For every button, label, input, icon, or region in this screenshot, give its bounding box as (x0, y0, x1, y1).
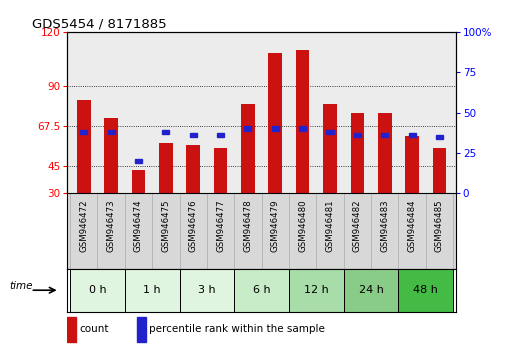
Bar (67, 317, 76, 342)
Text: GSM946480: GSM946480 (298, 199, 307, 252)
Bar (214, 148, 227, 193)
Text: GSM946479: GSM946479 (271, 199, 280, 252)
Text: 48 h: 48 h (413, 285, 438, 295)
Bar (132, 170, 146, 193)
Bar (289, 269, 343, 312)
Bar (234, 269, 289, 312)
Text: GSM946475: GSM946475 (161, 199, 170, 252)
Bar (268, 53, 282, 193)
Bar (104, 118, 118, 193)
Bar (77, 100, 91, 193)
Bar (354, 133, 361, 137)
Text: 3 h: 3 h (198, 285, 215, 295)
Bar (137, 317, 146, 342)
Bar (70, 269, 125, 312)
Text: GSM946478: GSM946478 (243, 199, 252, 252)
Text: GDS5454 / 8171885: GDS5454 / 8171885 (33, 18, 167, 31)
Bar (190, 133, 197, 137)
Bar (125, 269, 180, 312)
Bar (217, 133, 224, 137)
Bar (433, 148, 447, 193)
Text: GSM946477: GSM946477 (216, 199, 225, 252)
Text: GSM946481: GSM946481 (325, 199, 335, 252)
Bar (398, 269, 453, 312)
Bar (381, 133, 388, 137)
Text: time: time (9, 281, 33, 291)
Text: GSM946483: GSM946483 (380, 199, 389, 252)
Bar (405, 136, 419, 193)
Bar (323, 104, 337, 193)
Bar (108, 130, 114, 134)
Text: 24 h: 24 h (358, 285, 383, 295)
Bar (436, 135, 443, 139)
Bar (378, 113, 392, 193)
Text: GSM946485: GSM946485 (435, 199, 444, 252)
Text: 1 h: 1 h (143, 285, 161, 295)
Bar (159, 143, 172, 193)
Bar (186, 145, 200, 193)
Bar (326, 130, 334, 134)
Text: GSM946473: GSM946473 (107, 199, 116, 252)
Text: 6 h: 6 h (253, 285, 270, 295)
Text: GSM946474: GSM946474 (134, 199, 143, 252)
Bar (272, 126, 279, 131)
Text: percentile rank within the sample: percentile rank within the sample (149, 324, 325, 334)
Text: GSM946482: GSM946482 (353, 199, 362, 252)
Bar (80, 130, 88, 134)
Text: GSM946476: GSM946476 (189, 199, 198, 252)
Bar (351, 113, 364, 193)
Text: 12 h: 12 h (304, 285, 329, 295)
Bar (135, 159, 142, 163)
Text: 0 h: 0 h (89, 285, 106, 295)
Text: GSM946484: GSM946484 (408, 199, 416, 252)
Bar (299, 126, 306, 131)
Bar (180, 269, 234, 312)
Bar (241, 104, 255, 193)
Bar (409, 133, 415, 137)
Bar (244, 126, 251, 131)
Bar (296, 50, 309, 193)
Bar (343, 269, 398, 312)
Text: GSM946472: GSM946472 (79, 199, 88, 252)
Text: count: count (80, 324, 109, 334)
Bar (162, 130, 169, 134)
